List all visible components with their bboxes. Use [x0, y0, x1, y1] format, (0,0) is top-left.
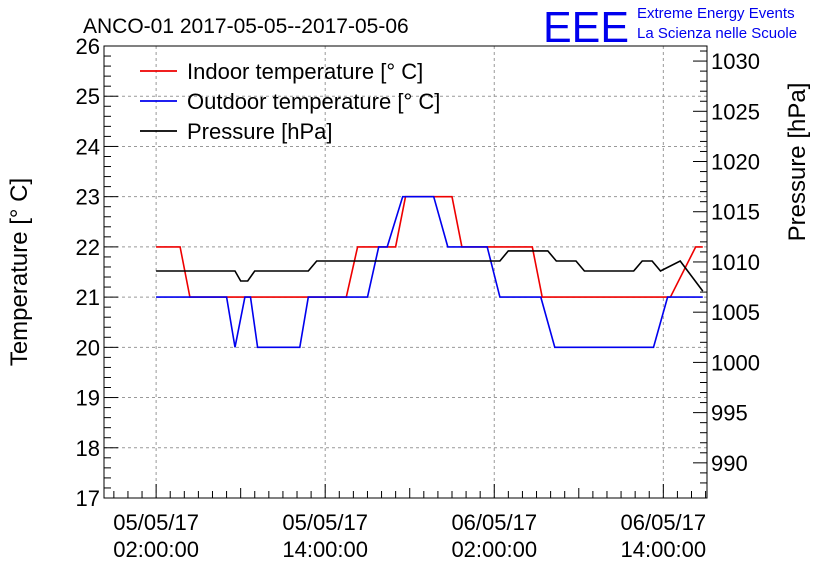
y-right-tick-label: 1030 — [711, 49, 760, 74]
x-tick-label-time: 14:00:00 — [282, 537, 368, 562]
y-right-tick-label: 1015 — [711, 200, 760, 225]
series-line — [156, 195, 703, 349]
legend-label: Pressure [hPa] — [187, 119, 333, 144]
y-left-tick-label: 26 — [76, 34, 100, 59]
legend-label: Outdoor temperature [° C] — [187, 89, 440, 114]
eee-brand-line2: La Scienza nelle Scuole — [637, 25, 797, 42]
eee-logo: EEE Extreme Energy Events La Scienza nel… — [543, 3, 797, 52]
y-right-tick-label: 1025 — [711, 99, 760, 124]
y-left-tick-label: 18 — [76, 436, 100, 461]
chart-title: ANCO-01 2017-05-05--2017-05-06 — [83, 15, 409, 38]
y-left-axis-label: Temperature [° C] — [6, 178, 33, 366]
y-left-tick-label: 17 — [76, 486, 100, 511]
legend-label: Indoor temperature [° C] — [187, 59, 423, 84]
y-right-tick-label: 1000 — [711, 350, 760, 375]
y-right-tick-label: 990 — [711, 451, 748, 476]
series-line — [156, 250, 704, 292]
axes: 17 18 19 20 21 22 23 24 25 26 990 995 1000 1005 1010 10… — [76, 34, 760, 562]
eee-logo-text: EEE — [543, 3, 629, 52]
eee-brand-line1: Extreme Energy Events — [637, 5, 795, 22]
x-tick-label-date: 05/05/17 — [282, 510, 368, 535]
y-left-tick-label: 21 — [76, 285, 100, 310]
plot-frame — [103, 45, 708, 499]
y-right-tick-label: 1020 — [711, 150, 760, 175]
x-tick-label-date: 06/05/17 — [451, 510, 537, 535]
y-right-axis-label: Pressure [hPa] — [784, 83, 811, 242]
y-left-tick-label: 19 — [76, 386, 100, 411]
x-tick-label-date: 05/05/17 — [113, 510, 199, 535]
legend: Indoor temperature [° C] Outdoor temperat… — [140, 59, 440, 144]
x-tick-label-time: 02:00:00 — [451, 537, 537, 562]
y-left-tick-label: 20 — [76, 335, 100, 360]
y-left-tick-label: 24 — [76, 134, 100, 159]
y-left-tick-label: 23 — [76, 185, 100, 210]
y-left-tick-label: 22 — [76, 235, 100, 260]
y-left-tick-label: 25 — [76, 84, 100, 109]
x-tick-label-time: 14:00:00 — [621, 537, 707, 562]
y-right-tick-label: 1005 — [711, 300, 760, 325]
y-right-tick-label: 1010 — [711, 250, 760, 275]
x-tick-label-time: 02:00:00 — [113, 537, 199, 562]
x-tick-label-date: 06/05/17 — [621, 510, 707, 535]
series-lines — [156, 195, 704, 349]
y-right-tick-label: 995 — [711, 401, 748, 426]
